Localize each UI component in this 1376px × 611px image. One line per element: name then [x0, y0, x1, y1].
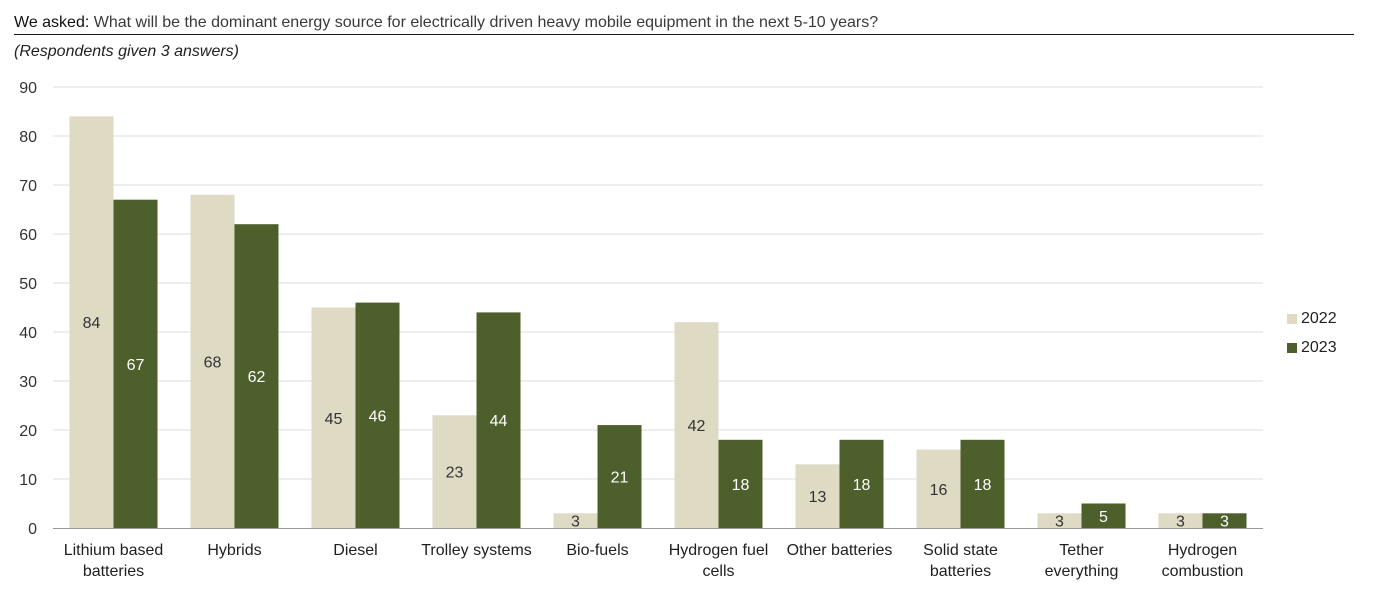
x-category-label-line: Hydrogen	[1168, 542, 1237, 559]
bar-2023-5	[718, 439, 763, 528]
x-category-label: Trolley systems	[421, 542, 532, 559]
x-category-label-line: batteries	[930, 563, 991, 580]
data-label-2022-3: 23	[446, 465, 464, 482]
data-label-2023-5: 18	[732, 477, 750, 494]
y-tick-label: 30	[19, 374, 37, 391]
legend-item-2023: 2023	[1287, 333, 1337, 362]
x-category-label: Hydrogen fuel cells	[669, 542, 769, 580]
data-label-2022-6: 13	[809, 489, 827, 506]
data-label-2022-0: 84	[83, 315, 101, 332]
bar-2023-2	[355, 302, 400, 528]
bar-2022-8	[1037, 513, 1082, 528]
x-category-label: Hybrids	[207, 542, 261, 559]
header-question: What will be the dominant energy source …	[93, 14, 879, 31]
bar-2022-5	[674, 322, 719, 528]
y-tick-label: 70	[19, 178, 37, 195]
chart-header: We asked: What will be the dominant ener…	[14, 13, 1354, 35]
data-label-2023-3: 44	[490, 413, 508, 430]
x-category-label: Diesel	[333, 542, 377, 559]
data-label-2023-8: 5	[1099, 509, 1108, 526]
x-category-label-line: Other batteries	[787, 542, 893, 559]
bar-2023-6	[839, 439, 884, 528]
bar-2022-1	[190, 194, 235, 529]
legend-swatch-2022	[1287, 313, 1297, 324]
y-tick-label: 90	[19, 80, 37, 97]
x-category-label: Bio-fuels	[566, 542, 628, 559]
legend-item-2022: 2022	[1287, 304, 1337, 333]
data-label-2023-4: 21	[611, 470, 629, 487]
bar-2023-9	[1202, 513, 1247, 528]
bar-2023-8	[1081, 503, 1126, 528]
x-category-label-line: Solid state	[923, 542, 998, 559]
legend-label-2023: 2023	[1301, 338, 1337, 356]
data-label-2022-5: 42	[688, 418, 706, 435]
x-category-label-line: batteries	[83, 563, 144, 580]
data-label-2023-1: 62	[248, 369, 266, 386]
x-category-label-line: Lithium based	[64, 542, 164, 559]
x-category-label: Other batteries	[787, 542, 893, 559]
bar-2022-3	[432, 415, 477, 528]
x-category-label-line: Hydrogen fuel	[669, 542, 769, 559]
y-tick-label: 60	[19, 227, 37, 244]
bar-2023-1	[234, 224, 279, 528]
data-label-2023-7: 18	[974, 477, 992, 494]
bar-2023-0	[113, 199, 158, 528]
data-label-2022-4: 3	[571, 514, 580, 531]
y-tick-label: 40	[19, 325, 37, 342]
data-label-2023-0: 67	[127, 357, 145, 374]
data-label-2022-7: 16	[930, 482, 948, 499]
y-tick-label: 0	[28, 521, 37, 538]
chart-legend: 2022 2023	[1287, 304, 1337, 362]
bar-2022-0	[69, 116, 114, 529]
data-label-2022-8: 3	[1055, 514, 1064, 531]
bar-2022-9	[1158, 513, 1203, 528]
x-category-label: Solid state batteries	[923, 542, 998, 580]
data-label-2023-2: 46	[369, 408, 387, 425]
bar-2023-3	[476, 312, 521, 528]
x-category-label-line: Bio-fuels	[566, 542, 628, 559]
y-tick-label: 10	[19, 472, 37, 489]
y-tick-label: 80	[19, 129, 37, 146]
data-label-2022-9: 3	[1176, 514, 1185, 531]
x-category-label-line: Tether	[1059, 542, 1104, 559]
bar-2022-6	[795, 464, 840, 528]
bar-2022-2	[311, 307, 356, 528]
data-label-2023-6: 18	[853, 477, 871, 494]
data-label-2022-1: 68	[204, 354, 222, 371]
bar-2023-4	[597, 425, 642, 528]
x-category-label-line: Trolley systems	[421, 542, 532, 559]
bar-2022-7	[916, 449, 961, 528]
bar-2023-7	[960, 439, 1005, 528]
x-category-label-line: Hybrids	[207, 542, 261, 559]
legend-label-2022: 2022	[1301, 309, 1337, 327]
y-tick-label: 50	[19, 276, 37, 293]
chart-subtitle: (Respondents given 3 answers)	[14, 43, 240, 60]
x-category-label-line: Diesel	[333, 542, 377, 559]
legend-swatch-2023	[1287, 342, 1297, 353]
bar-2022-4	[553, 513, 598, 528]
y-tick-label: 20	[19, 423, 37, 440]
x-category-label: Lithium based batteries	[64, 542, 164, 580]
x-category-label-line: combustion	[1162, 563, 1244, 580]
data-label-2023-9: 3	[1220, 514, 1229, 531]
data-label-2022-2: 45	[325, 411, 343, 428]
x-category-label-line: cells	[702, 563, 734, 580]
header-lead: We asked:	[14, 14, 90, 31]
x-category-label: Hydrogen combustion	[1162, 542, 1244, 580]
x-category-label-line: everything	[1045, 563, 1119, 580]
x-category-label: Tether everything	[1045, 542, 1119, 580]
